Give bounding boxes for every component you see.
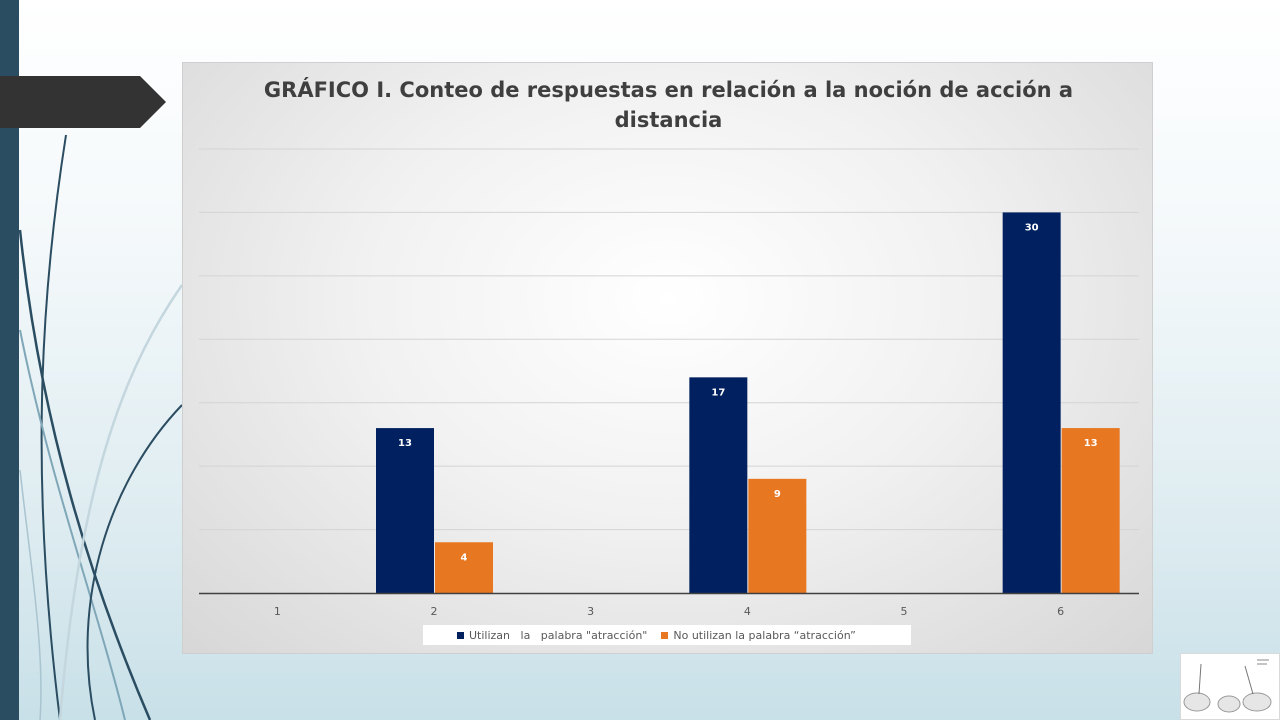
bar	[1002, 212, 1061, 593]
data-label: 17	[711, 387, 725, 398]
chart-panel: GRÁFICO I. Conteo de respuestas en relac…	[182, 62, 1153, 654]
x-tick-label: 6	[1057, 605, 1064, 618]
data-label: 4	[461, 552, 468, 563]
legend-swatch	[457, 631, 464, 639]
chart-legend: Utilizan la palabra "atracción" No utiliz…	[423, 625, 911, 645]
legend-entry: No utilizan la palabra “atracción”	[661, 628, 856, 642]
x-tick-label: 5	[901, 605, 908, 618]
legend-entry: Utilizan la palabra "atracción"	[457, 629, 647, 642]
slide-accent-strip	[0, 0, 19, 720]
title-arrow-tab	[0, 76, 166, 128]
bar	[748, 478, 807, 593]
bar	[376, 428, 434, 593]
data-label: 13	[1084, 438, 1098, 449]
bar	[435, 542, 493, 593]
thumbnail-sketch-icon	[1183, 659, 1272, 713]
x-tick-label: 3	[587, 605, 594, 618]
legend-label: Utilizan la palabra "atracción"	[469, 628, 648, 642]
x-tick-label: 4	[744, 605, 751, 618]
chart-title: GRÁFICO I. Conteo de respuestas en relac…	[263, 78, 1074, 132]
bar	[689, 377, 748, 593]
data-label: 30	[1025, 222, 1039, 233]
corner-thumbnail-image	[1180, 653, 1280, 720]
x-tick-label: 2	[431, 605, 438, 618]
data-label: 9	[774, 489, 781, 500]
legend-label: No utilizan la palabra “atracción”	[673, 628, 856, 642]
bar-chart: 13 17 30 4 9 13 1 2 3 4 5 6	[199, 148, 1139, 618]
legend-swatch	[661, 631, 669, 639]
data-label: 13	[398, 438, 412, 449]
decorative-curves	[18, 134, 184, 720]
bar	[1061, 428, 1120, 593]
x-tick-label: 1	[274, 605, 281, 618]
